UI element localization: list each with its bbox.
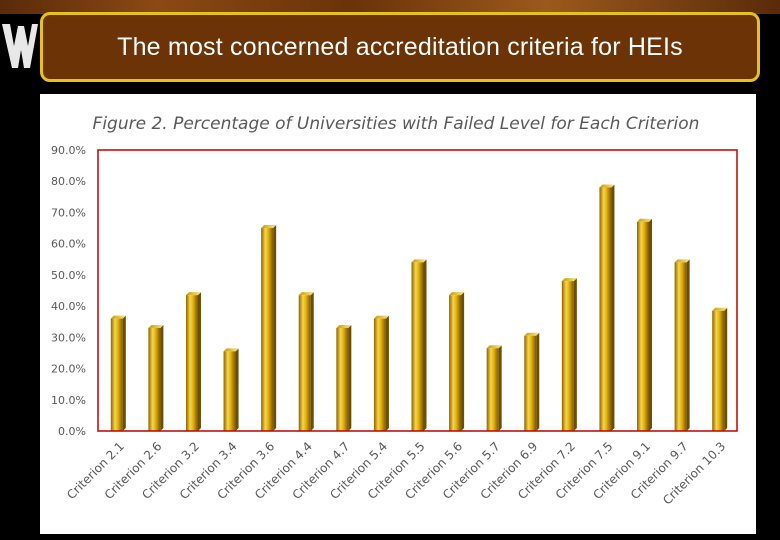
bar-face	[223, 351, 236, 431]
bar-top	[110, 315, 126, 319]
bar-side	[461, 292, 465, 431]
bar-top	[373, 315, 389, 319]
bar-chart: Figure 2. Percentage of Universities wit…	[51, 114, 738, 507]
bar	[185, 292, 201, 431]
bar-face	[561, 281, 574, 431]
bar-top	[261, 225, 277, 229]
bar	[411, 259, 427, 431]
bar	[298, 292, 314, 431]
bar-side	[536, 332, 540, 431]
y-axis: 0.0% 10.0% 20.0% 30.0% 40.0% 50.0% 60.0% 70.0% 8…	[51, 144, 86, 438]
bar	[637, 218, 653, 431]
chart-title: Figure 2. Percentage of Universities wit…	[93, 114, 700, 134]
bar-face	[637, 221, 650, 431]
bar-top	[599, 184, 615, 188]
bar-face	[148, 327, 161, 431]
bar-side	[160, 324, 164, 431]
bar-face	[373, 318, 386, 431]
bar-side	[197, 292, 201, 431]
bar-face	[449, 295, 462, 431]
bar	[674, 259, 690, 431]
bar-face	[110, 318, 123, 431]
bar-side	[686, 259, 690, 431]
bar	[261, 225, 277, 431]
bar	[148, 324, 164, 431]
bar-top	[223, 348, 239, 352]
bar-face	[524, 335, 537, 431]
bar-face	[185, 295, 198, 431]
y-tick-label: 0.0%	[58, 425, 86, 438]
bar	[449, 292, 465, 431]
bar-top	[524, 332, 540, 336]
bar-side	[498, 345, 502, 431]
bar-side	[724, 307, 728, 431]
bar-face	[298, 295, 311, 431]
y-tick-label: 50.0%	[51, 269, 86, 282]
bar	[110, 315, 126, 431]
bar-face	[712, 310, 725, 431]
bar-side	[385, 315, 389, 431]
logo-icon	[2, 24, 38, 68]
bar-top	[411, 259, 427, 263]
slide-title-banner: The most concerned accreditation criteri…	[40, 12, 760, 82]
bar-face	[599, 187, 612, 431]
bar-top	[449, 292, 465, 296]
chart-card: Figure 2. Percentage of Universities wit…	[40, 94, 756, 534]
y-tick-label: 60.0%	[51, 238, 86, 251]
bar-top	[674, 259, 690, 263]
bar-face	[674, 262, 687, 431]
bar-side	[348, 324, 352, 431]
bar-side	[611, 184, 615, 431]
bar-side	[122, 315, 126, 431]
bar-top	[486, 345, 502, 349]
y-tick-label: 30.0%	[51, 331, 86, 344]
y-tick-label: 40.0%	[51, 300, 86, 313]
bar-face	[261, 228, 274, 431]
bar	[373, 315, 389, 431]
bar-face	[336, 327, 349, 431]
bar-top	[148, 324, 164, 328]
bar-side	[273, 225, 277, 431]
bar	[712, 307, 728, 431]
slide-title: The most concerned accreditation criteri…	[117, 32, 683, 61]
bar-top	[637, 218, 653, 222]
bar-top	[185, 292, 201, 296]
bar	[486, 345, 502, 431]
bar-top	[712, 307, 728, 311]
bar-top	[561, 278, 577, 282]
bar	[561, 278, 577, 431]
y-tick-label: 70.0%	[51, 206, 86, 219]
bar-series	[110, 184, 728, 431]
plot-area-border	[97, 149, 738, 432]
bar-side	[235, 348, 239, 431]
bar-top	[336, 324, 352, 328]
bar-side	[310, 292, 314, 431]
bar-side	[423, 259, 427, 431]
bar	[524, 332, 540, 431]
y-tick-label: 20.0%	[51, 363, 86, 376]
y-tick-label: 90.0%	[51, 144, 86, 157]
bar	[599, 184, 615, 431]
y-tick-label: 10.0%	[51, 394, 86, 407]
bar-face	[411, 262, 424, 431]
bar-side	[573, 278, 577, 431]
top-decorative-strip	[0, 0, 780, 14]
bar-face	[486, 348, 499, 431]
bar	[336, 324, 352, 431]
bar	[223, 348, 239, 431]
bar-top	[298, 292, 314, 296]
bar-side	[649, 218, 653, 431]
y-tick-label: 80.0%	[51, 175, 86, 188]
